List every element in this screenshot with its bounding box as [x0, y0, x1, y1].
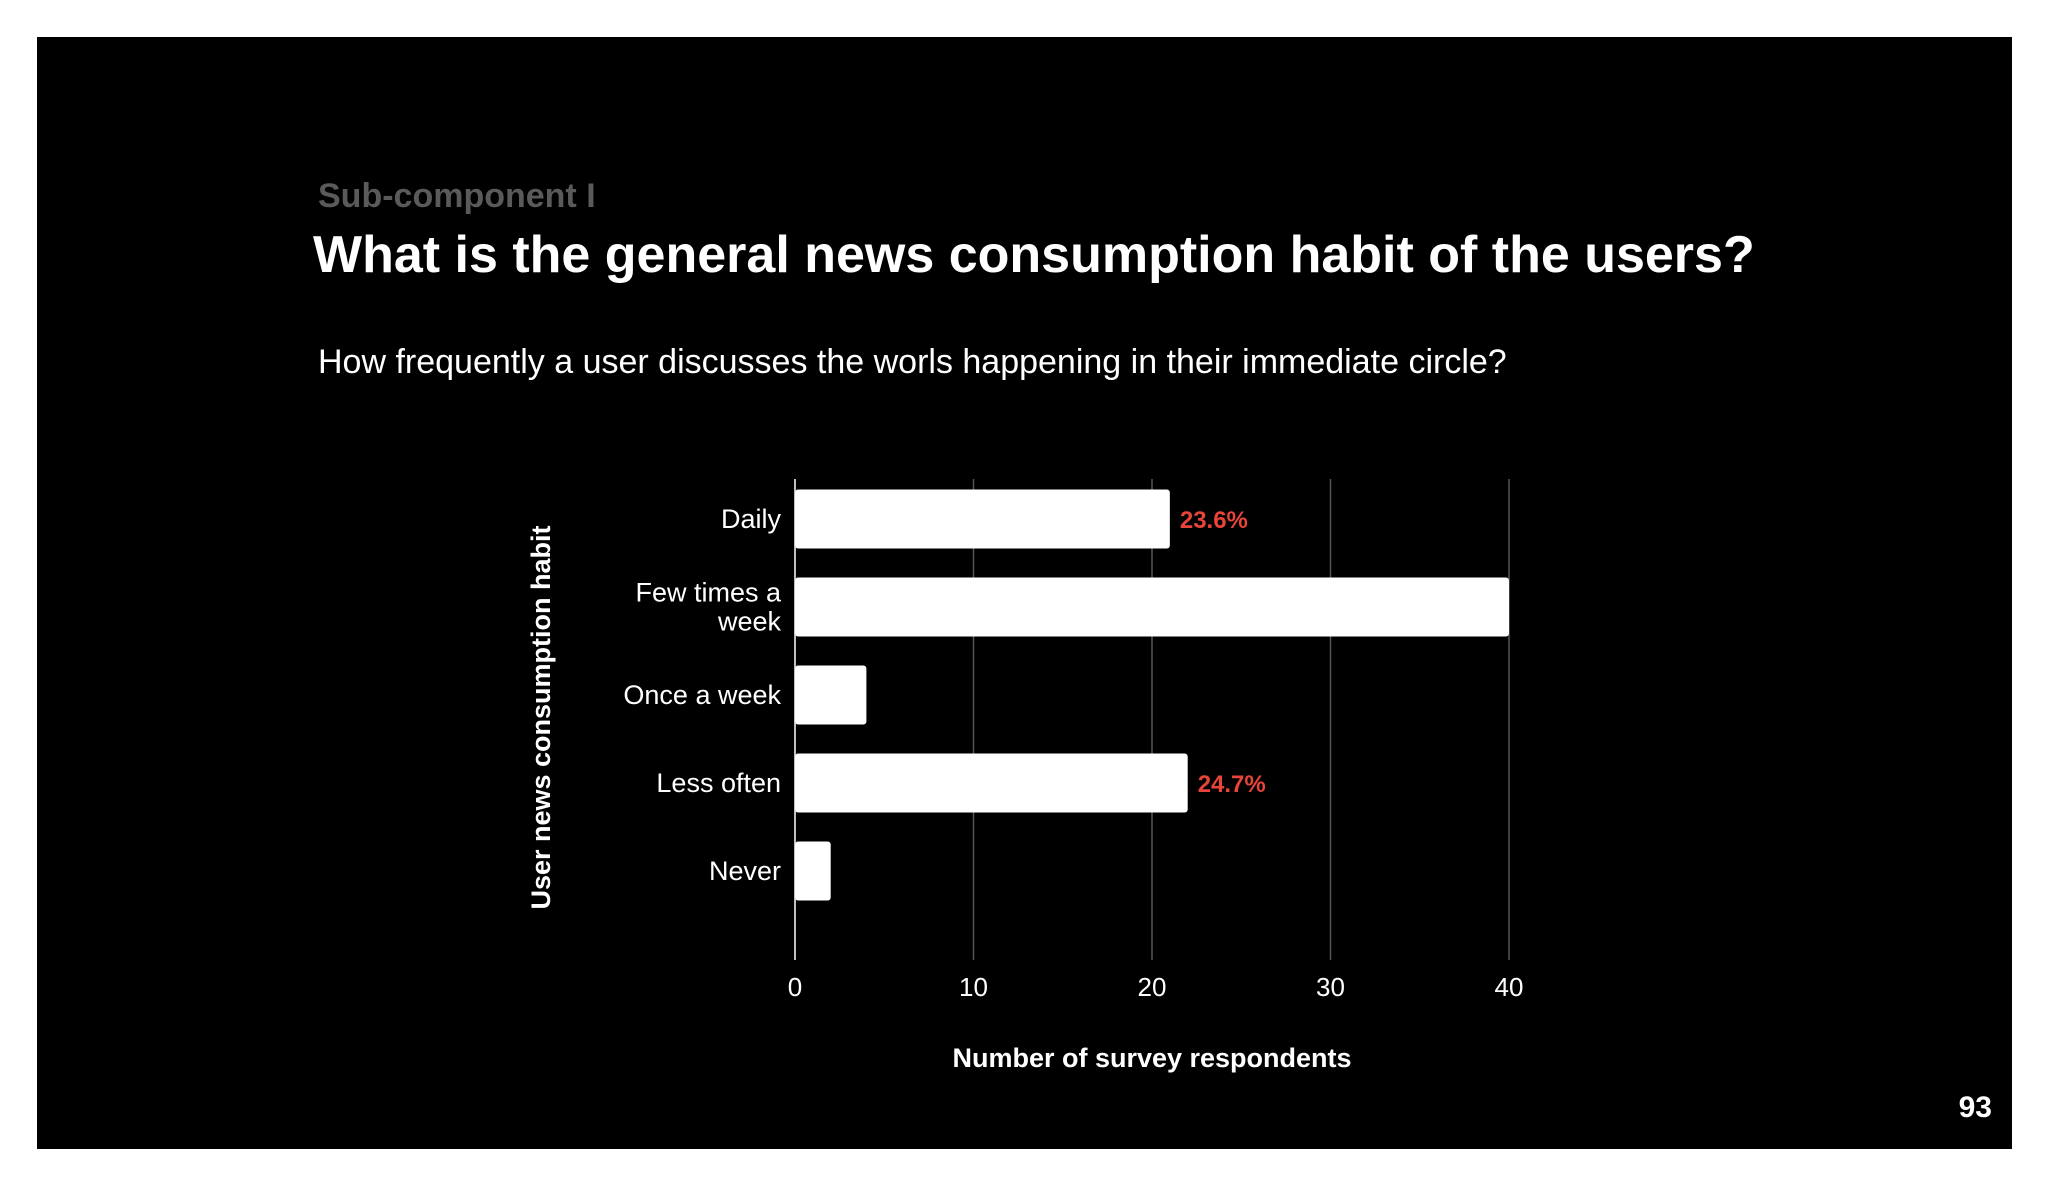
- slide: Sub-component I What is the general news…: [37, 37, 2012, 1149]
- y-axis-title: User news consumption habit: [526, 525, 556, 909]
- category-label: Never: [709, 856, 781, 886]
- x-tick-label: 20: [1138, 972, 1167, 1002]
- category-label: Few times a: [635, 578, 782, 608]
- category-label: Once a week: [623, 680, 781, 710]
- x-tick-label: 40: [1495, 972, 1524, 1002]
- x-tick-label: 0: [788, 972, 802, 1002]
- bar-annotation: 24.7%: [1198, 771, 1266, 798]
- chart-question: How frequently a user discusses the worl…: [318, 343, 1507, 381]
- bar: [795, 489, 1170, 549]
- bar: [795, 665, 867, 725]
- x-axis-title: Number of survey respondents: [952, 1043, 1351, 1073]
- bar-annotation: 23.6%: [1180, 507, 1248, 534]
- section-eyebrow: Sub-component I: [318, 177, 596, 215]
- bar: [795, 753, 1188, 813]
- category-label: Less often: [656, 768, 781, 798]
- page-number: 93: [1958, 1091, 1992, 1124]
- x-tick-label: 30: [1316, 972, 1345, 1002]
- category-label: Daily: [721, 504, 782, 534]
- slide-title: What is the general news consumption hab…: [313, 226, 1755, 284]
- category-label: week: [717, 607, 782, 637]
- x-tick-label: 10: [959, 972, 988, 1002]
- bar: [795, 577, 1509, 637]
- bar: [795, 841, 831, 901]
